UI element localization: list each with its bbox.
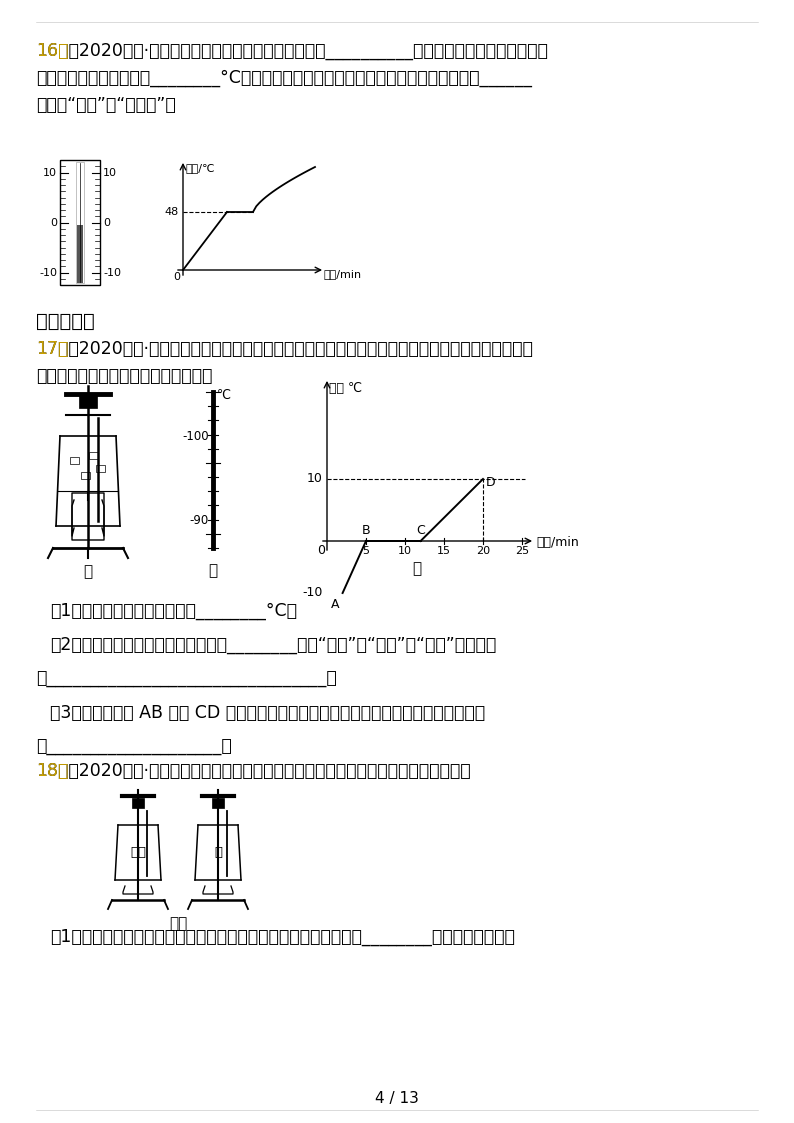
Text: 三、实验题: 三、实验题 (36, 312, 94, 331)
Text: 时间/min: 时间/min (536, 537, 579, 549)
Bar (60, 159, 100, 285)
Text: 5: 5 (363, 546, 369, 556)
Text: C: C (416, 524, 425, 537)
Text: 丙: 丙 (412, 562, 422, 576)
Text: 温度/℃: 温度/℃ (185, 163, 214, 173)
Text: 时温度随时间变化的图像如图丙所示。: 时温度随时间变化的图像如图丙所示。 (36, 367, 212, 385)
Text: 15: 15 (437, 546, 451, 556)
Text: （1）在图甲中除了所给的实验器材外，还需要的测量工具有天平和________，加热过程中，水: （1）在图甲中除了所给的实验器材外，还需要的测量工具有天平和________，加… (50, 928, 515, 946)
Bar (96, 465, 105, 472)
Bar (81, 472, 90, 480)
Bar (79, 394, 97, 408)
Text: 10: 10 (398, 546, 412, 556)
Text: ℃: ℃ (217, 389, 231, 402)
Text: 10: 10 (103, 167, 117, 177)
Text: 温度 ℃: 温度 ℃ (329, 382, 362, 395)
Text: 某油: 某油 (130, 846, 146, 858)
Text: -100: -100 (183, 430, 209, 444)
Text: 48: 48 (164, 207, 179, 217)
Text: -10: -10 (39, 267, 57, 277)
Text: 图甲: 图甲 (169, 916, 187, 931)
Text: 17．: 17． (36, 340, 68, 358)
Text: A: A (331, 599, 340, 611)
Text: -10: -10 (103, 267, 121, 277)
Text: 18．（2020九上·庐阳月考）某班同学利用图甲所示的实验装置探究水和某油的吸热能力: 18．（2020九上·庐阳月考）某班同学利用图甲所示的实验装置探究水和某油的吸热… (36, 763, 471, 780)
Text: -10: -10 (303, 586, 323, 600)
Text: 10: 10 (43, 167, 57, 177)
Text: 10: 10 (307, 473, 323, 485)
Bar (70, 457, 79, 464)
Text: 乙: 乙 (209, 563, 218, 578)
Text: 4 / 13: 4 / 13 (375, 1090, 419, 1105)
Text: 20: 20 (476, 546, 490, 556)
Bar (77, 225, 83, 283)
Text: 17．（2020九上·庐阳月考）小红同学用如图甲所示的装置对冰加热，根据实验记录分别绘制了冰溶化: 17．（2020九上·庐阳月考）小红同学用如图甲所示的装置对冰加热，根据实验记录… (36, 340, 533, 358)
Text: （1）图乙中，温度计的示数为________°C；: （1）图乙中，温度计的示数为________°C； (50, 602, 297, 620)
Text: 0: 0 (103, 218, 110, 228)
Text: 计的一段截面图，读数是________°C，如图所示是某物质的溶化图象，由此判断该物质是______: 计的一段截面图，读数是________°C，如图所示是某物质的溶化图象，由此判断… (36, 69, 532, 86)
Bar (132, 798, 144, 809)
Text: 16．: 16． (36, 42, 68, 60)
Text: （2）图丙中，此过程中该物质的内能________（填“增加”、“减少”或“不变”），原因: （2）图丙中，此过程中该物质的内能________（填“增加”、“减少”或“不变… (50, 636, 496, 654)
Text: 25: 25 (515, 546, 529, 556)
Text: （选填“晶体”或“非晶体”）: （选填“晶体”或“非晶体”） (36, 95, 175, 115)
Text: 0: 0 (317, 544, 325, 557)
Text: 是________________________________；: 是________________________________； (36, 670, 337, 688)
Text: 0: 0 (50, 218, 57, 228)
Text: 18．: 18． (36, 763, 68, 780)
Bar (89, 451, 98, 459)
Text: 是____________________。: 是____________________。 (36, 738, 232, 756)
Text: 水: 水 (214, 846, 222, 858)
Text: （3）比较图丙中 AB 段与 CD 段可以看出：吸收相同热量时，冰升温比水升温快，原因: （3）比较图丙中 AB 段与 CD 段可以看出：吸收相同热量时，冰升温比水升温快… (50, 704, 485, 722)
Text: -90: -90 (190, 513, 209, 527)
Text: 时间/min: 时间/min (323, 270, 361, 279)
Text: D: D (486, 476, 495, 489)
Text: 甲: 甲 (83, 564, 93, 579)
Text: B: B (362, 524, 370, 537)
Text: 0: 0 (173, 272, 180, 282)
Bar (76, 162, 84, 283)
Bar (212, 798, 224, 809)
Text: 16．（2020九上·庐阳月考）常用的温度计是根据液体的__________原理制成的，如图所示是温度: 16．（2020九上·庐阳月考）常用的温度计是根据液体的__________原理… (36, 42, 548, 60)
